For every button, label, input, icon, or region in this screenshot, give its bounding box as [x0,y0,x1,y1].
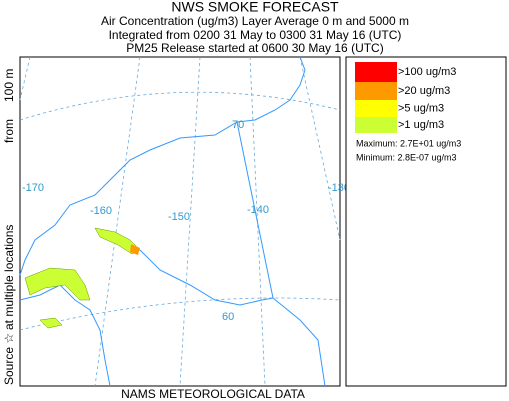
map-label: -150 [168,211,190,223]
graticule [179,56,201,387]
legend-label: >1 ug/m3 [398,119,444,131]
graticule [19,56,31,101]
side-text: from [2,119,16,143]
title: NWS SMOKE FORECAST [171,0,339,15]
map-label: 70 [232,119,244,131]
side-text: Source ☆ [2,333,16,385]
map-label: -130 [328,182,350,194]
legend-swatch [355,100,397,117]
graticule [19,91,341,121]
coastline [139,249,326,387]
map-label: -170 [22,182,44,194]
graticule [19,297,341,331]
legend-swatch [355,62,397,82]
smoke [39,317,63,329]
legend-label: >100 ug/m3 [398,66,456,78]
legend-label: >5 ug/m3 [398,102,444,114]
legend-swatch [355,82,397,100]
legend-label: >20 ug/m3 [398,85,450,97]
subtitle: Integrated from 0200 31 May to 0300 31 M… [109,28,402,42]
map-label: 60 [222,311,234,323]
legend: Maximum: 2.7E+01 ug/m3 Minimum: 2.8E-07 … [345,56,507,387]
legend-swatch [355,117,397,133]
graticule [94,56,141,387]
subtitle: PM25 Release started at 0600 30 May 16 (… [126,41,383,55]
side-text: at multiple locations [2,225,16,330]
map-label: -140 [247,204,269,216]
map-frame [19,56,341,387]
maximum: Maximum: 2.7E+01 ug/m3 [356,138,461,148]
smoke [24,267,91,301]
side-label: Source ☆ at multiple locations from 100 … [2,69,16,385]
minimum: Minimum: 2.8E-07 ug/m3 [356,152,457,162]
coastline [19,56,306,276]
coastline [19,284,111,387]
footer: NAMS METEOROLOGICAL DATA [121,387,305,401]
smoke [130,244,140,255]
graticule [299,56,341,241]
side-text: 100 m [2,69,16,102]
map-label: -160 [90,205,112,217]
subtitle: Air Concentration (ug/m3) Layer Average … [101,14,409,28]
map: -170 -160 -150 -140 -130 70 60 [19,56,350,387]
border [236,121,274,299]
